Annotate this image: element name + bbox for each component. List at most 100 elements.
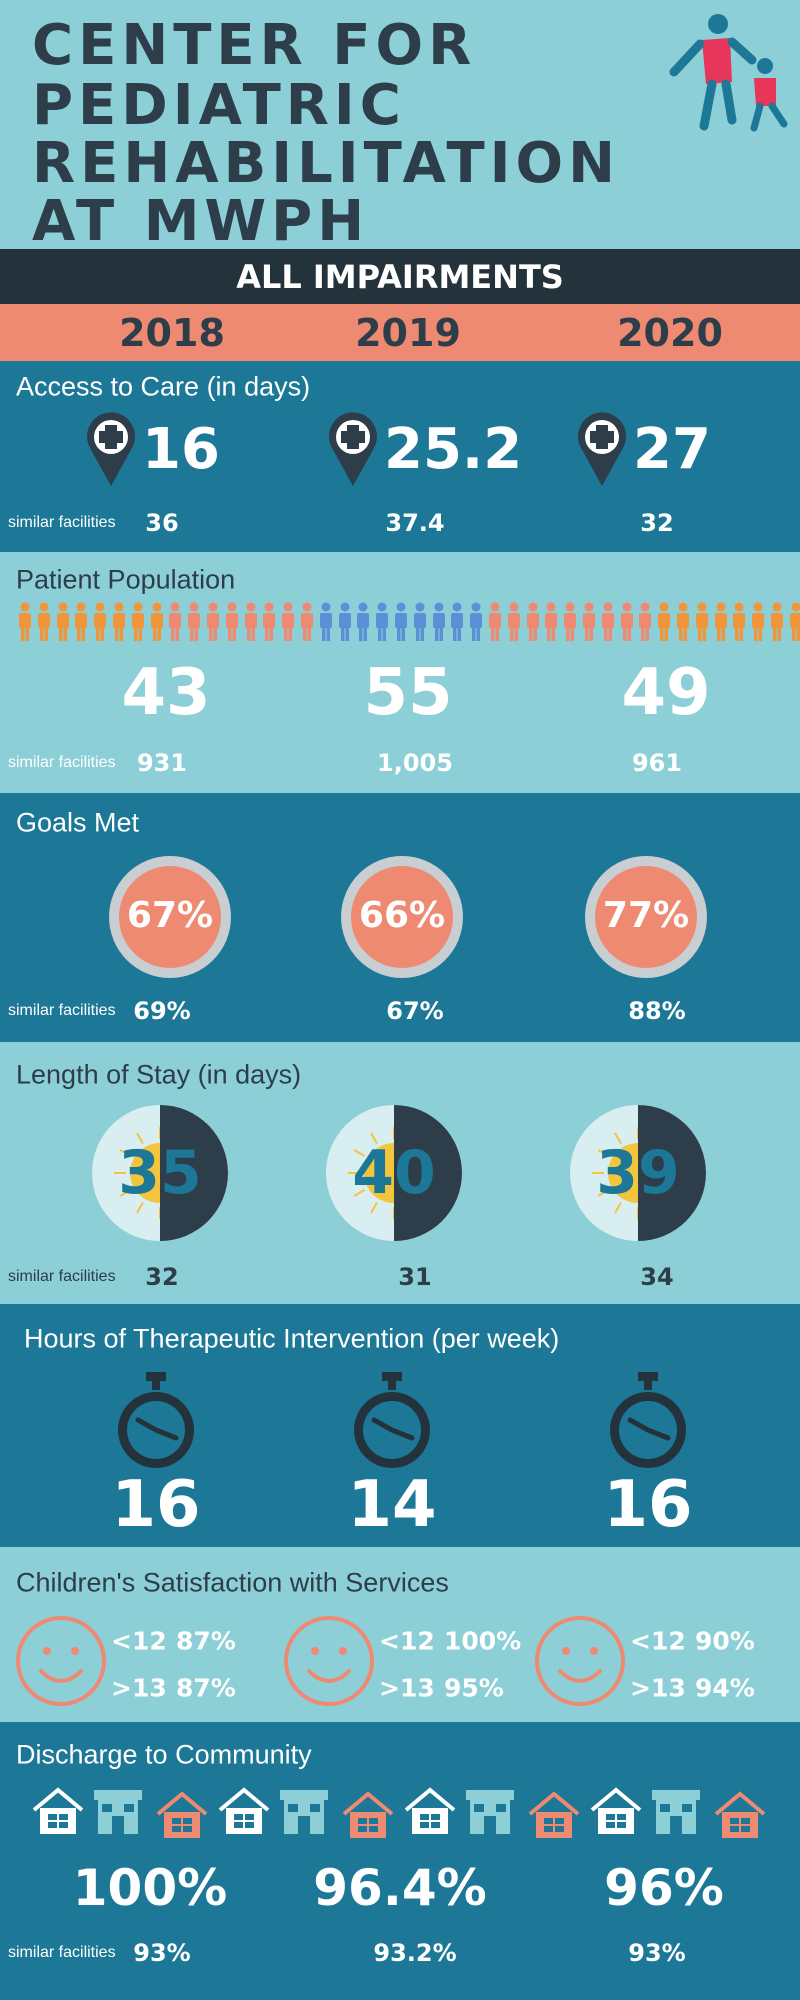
icon-part xyxy=(319,613,332,628)
icon-part xyxy=(169,613,182,628)
person-icon xyxy=(301,602,313,641)
icon-part xyxy=(434,626,439,641)
icon-part xyxy=(457,626,462,641)
icon-part xyxy=(754,78,776,106)
icon-part xyxy=(397,626,401,641)
icon-part xyxy=(754,626,758,641)
pin-icon xyxy=(578,412,626,486)
title-line: PEDIATRIC xyxy=(32,73,406,138)
icon-part xyxy=(476,626,481,641)
satisfaction-value: 90% xyxy=(695,1626,755,1656)
icon-part xyxy=(227,602,237,612)
icon-part xyxy=(284,1616,374,1706)
icon-part xyxy=(208,602,218,612)
similar-value: 1,005 xyxy=(377,749,453,777)
section-title: Hours of Therapeutic Intervention (per w… xyxy=(24,1323,560,1354)
icon-part xyxy=(58,626,63,641)
icon-part xyxy=(71,1647,79,1655)
section-title: Children's Satisfaction with Services xyxy=(16,1567,449,1598)
icon-part xyxy=(614,1201,622,1214)
icon-part xyxy=(669,37,757,131)
icon-part xyxy=(495,626,499,641)
icon-part xyxy=(246,602,256,612)
icon-part xyxy=(39,626,44,641)
icon-part xyxy=(622,626,627,641)
person-icon xyxy=(677,602,689,641)
stopwatch-icon xyxy=(354,1372,430,1468)
icon-part xyxy=(342,1791,394,1816)
similar-label: similar facilities xyxy=(8,1002,116,1019)
building-icon xyxy=(652,1790,700,1834)
icon-part xyxy=(95,602,105,612)
icon-part xyxy=(622,602,632,612)
icon-part xyxy=(338,613,351,628)
smiley-icon xyxy=(284,1616,374,1706)
section-title: Length of Stay (in days) xyxy=(16,1059,302,1090)
icon-part xyxy=(160,1105,228,1241)
icon-part xyxy=(528,626,533,641)
house-icon xyxy=(590,1787,642,1834)
house-icon xyxy=(714,1791,766,1838)
icon-part xyxy=(157,626,161,641)
icon-part xyxy=(298,1816,310,1834)
icon-part xyxy=(627,626,631,641)
year: 2019 xyxy=(355,311,461,355)
icon-part xyxy=(394,1105,462,1241)
icon-part xyxy=(370,1132,378,1145)
icon-part xyxy=(119,866,221,968)
person-icon xyxy=(695,602,708,641)
banner-text: ALL IMPAIRMENTS xyxy=(236,258,564,296)
similar-value: 32 xyxy=(640,509,674,537)
icon-part xyxy=(452,602,462,612)
icon-part xyxy=(432,613,445,628)
logo xyxy=(669,14,788,132)
icon-part xyxy=(570,626,575,641)
person-icon xyxy=(432,602,445,641)
icon-part xyxy=(565,602,575,612)
icon-part xyxy=(171,626,175,641)
title-line: REHABILITATION xyxy=(32,131,620,196)
icon-part xyxy=(232,626,236,641)
icon-part xyxy=(533,626,537,641)
icon-part xyxy=(94,1790,142,1800)
person-icon xyxy=(207,602,219,641)
icon-part xyxy=(734,602,744,612)
value: 39 xyxy=(596,1138,680,1208)
icon-part xyxy=(357,613,370,628)
value: 66% xyxy=(358,895,446,936)
icon-part xyxy=(19,613,31,628)
value: 14 xyxy=(347,1468,437,1542)
icon-part xyxy=(321,602,331,612)
icon-part xyxy=(584,602,594,612)
similar-value: 31 xyxy=(398,1263,432,1291)
icon-part xyxy=(358,602,368,612)
icon-part xyxy=(489,613,501,628)
value: 40 xyxy=(352,1138,436,1208)
value: 49 xyxy=(621,656,711,730)
section-title: Patient Population xyxy=(16,564,236,595)
person-icon xyxy=(639,602,652,641)
icon-part xyxy=(32,1787,84,1812)
icon-part xyxy=(359,626,363,641)
person-icon xyxy=(601,602,614,641)
icon-part xyxy=(415,626,420,641)
icon-part xyxy=(491,626,495,641)
person-icon xyxy=(131,602,144,641)
icon-part xyxy=(439,626,443,641)
section xyxy=(0,1722,800,2000)
icon-part xyxy=(466,1790,514,1800)
icon-part xyxy=(514,626,518,641)
icon-part xyxy=(288,626,293,641)
icon-part xyxy=(757,58,773,74)
person-icon xyxy=(451,602,464,641)
section xyxy=(0,361,800,552)
icon-part xyxy=(227,626,232,641)
icon-part xyxy=(590,1787,642,1812)
icon-part xyxy=(777,626,781,641)
icon-part xyxy=(307,1669,351,1683)
icon-part xyxy=(150,613,163,628)
icon-part xyxy=(244,613,257,628)
similar-value: 32 xyxy=(145,1263,179,1291)
icon-part xyxy=(48,1814,68,1828)
